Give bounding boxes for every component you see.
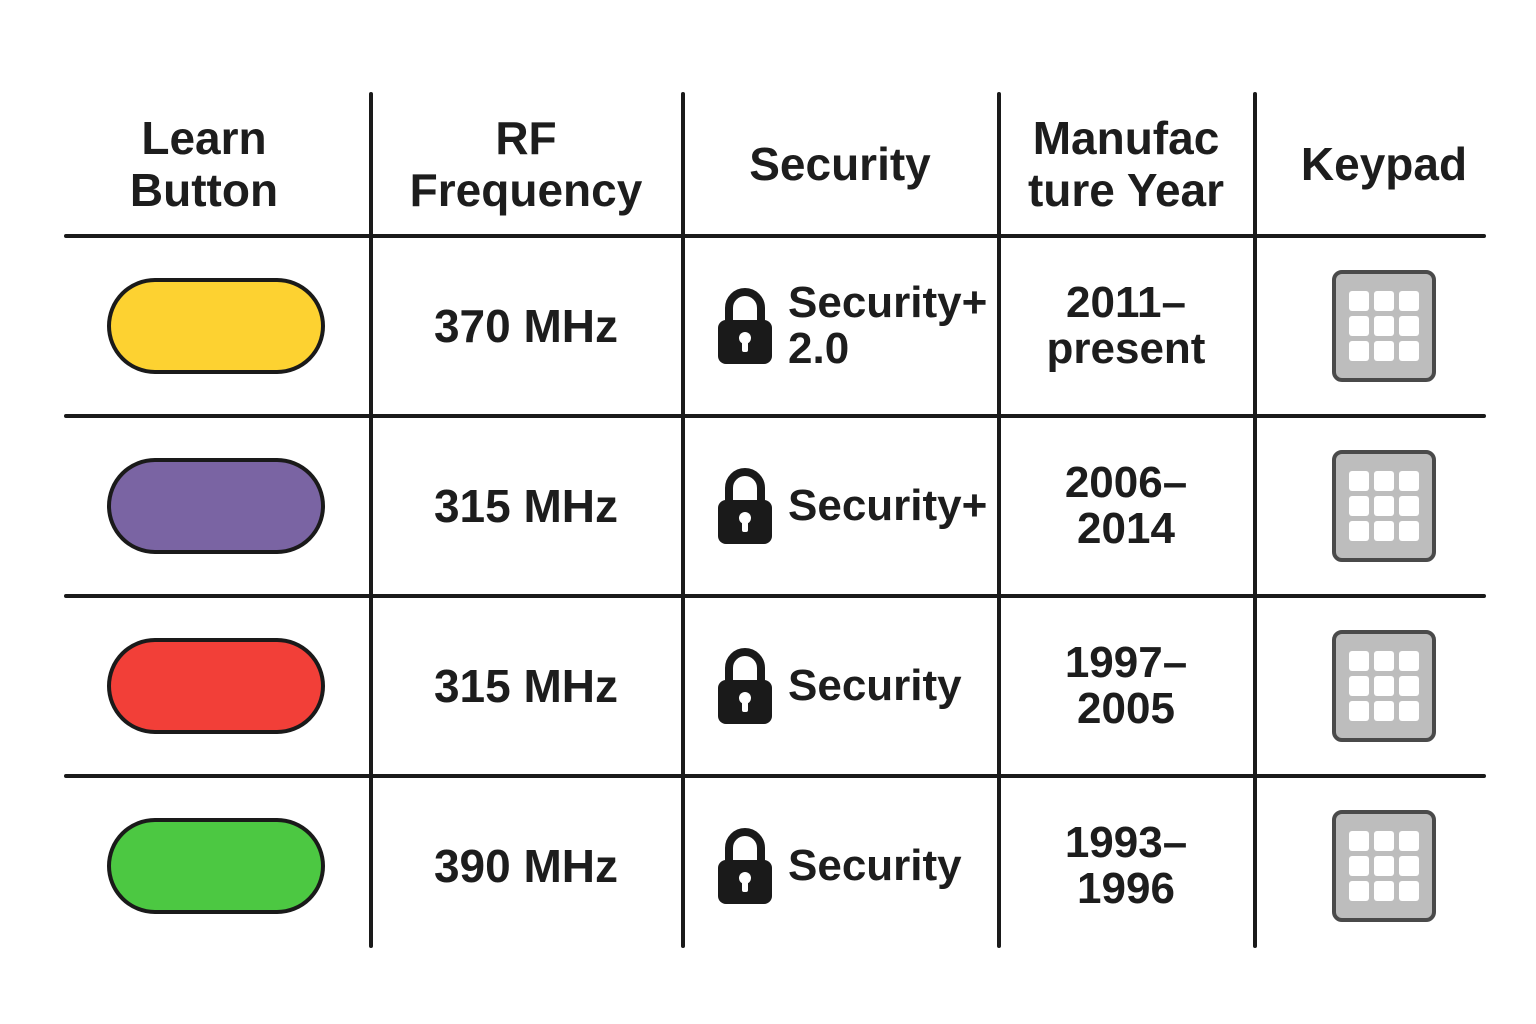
header-learn-button: Learn Button: [129, 112, 279, 216]
table-row-2-security: Security+: [684, 418, 996, 594]
keypad-icon: [1332, 270, 1436, 382]
table-row-4-security: Security: [684, 778, 996, 954]
table-row-4-frequency: 390 MHz: [372, 778, 680, 954]
lock-icon: [718, 648, 772, 724]
column-divider-2: [681, 92, 685, 948]
lock-icon: [718, 288, 772, 364]
table-row-2-learn-button: [64, 418, 368, 594]
learn-button-swatch: [107, 818, 325, 914]
table-row-1-learn-button: [64, 238, 368, 414]
keypad-icon: [1332, 630, 1436, 742]
header-cell-keypad: Keypad: [1256, 96, 1512, 232]
keypad-icon: [1332, 450, 1436, 562]
table-row-4-years: 1993– 1996: [1000, 778, 1252, 954]
table-row-2-keypad: [1256, 418, 1512, 594]
table-row-1-frequency: 370 MHz: [372, 238, 680, 414]
frequency-value: 315 MHz: [433, 660, 619, 712]
header-keypad: Keypad: [1300, 138, 1468, 190]
year-range: 2011– present: [1046, 278, 1206, 373]
frequency-value: 370 MHz: [433, 300, 619, 352]
year-range: 1993– 1996: [1064, 818, 1188, 913]
table-divider-header: [64, 234, 1486, 238]
security-value: Security+ 2.0: [788, 278, 988, 373]
security-value: Security: [788, 661, 962, 710]
column-divider-1: [369, 92, 373, 948]
header-rf-frequency: RF Frequency: [409, 112, 643, 216]
table-row-1-keypad: [1256, 238, 1512, 414]
table-row-2-frequency: 315 MHz: [372, 418, 680, 594]
header-security: Security: [749, 138, 931, 190]
table-row-3-learn-button: [64, 598, 368, 774]
year-range: 1997– 2005: [1064, 638, 1188, 733]
table-row-4-keypad: [1256, 778, 1512, 954]
table-row-4-learn-button: [64, 778, 368, 954]
header-cell-rf-frequency: RF Frequency: [372, 96, 680, 232]
learn-button-swatch: [107, 458, 325, 554]
table-row-1-years: 2011– present: [1000, 238, 1252, 414]
learn-button-swatch: [107, 638, 325, 734]
keypad-icon: [1332, 810, 1436, 922]
security-value: Security: [788, 841, 962, 890]
header-manufacture-year: Manufac ture Year: [1027, 112, 1225, 216]
learn-button-swatch: [107, 278, 325, 374]
frequency-value: 315 MHz: [433, 480, 619, 532]
lock-icon: [718, 468, 772, 544]
header-cell-security: Security: [684, 96, 996, 232]
table-divider-row2: [64, 594, 1486, 598]
column-divider-3: [997, 92, 1001, 948]
table-divider-row1: [64, 414, 1486, 418]
table-row-2-years: 2006– 2014: [1000, 418, 1252, 594]
table-row-3-years: 1997– 2005: [1000, 598, 1252, 774]
frequency-value: 390 MHz: [433, 840, 619, 892]
header-cell-learn-button: Learn Button: [40, 96, 368, 232]
year-range: 2006– 2014: [1064, 458, 1188, 553]
column-divider-4: [1253, 92, 1257, 948]
table-row-3-security: Security: [684, 598, 996, 774]
table-row-1-security: Security+ 2.0: [684, 238, 996, 414]
lock-icon: [718, 828, 772, 904]
table-row-3-keypad: [1256, 598, 1512, 774]
table-row-3-frequency: 315 MHz: [372, 598, 680, 774]
security-value: Security+: [788, 481, 988, 530]
header-cell-manufacture-year: Manufac ture Year: [1000, 96, 1252, 232]
table-divider-row3: [64, 774, 1486, 778]
